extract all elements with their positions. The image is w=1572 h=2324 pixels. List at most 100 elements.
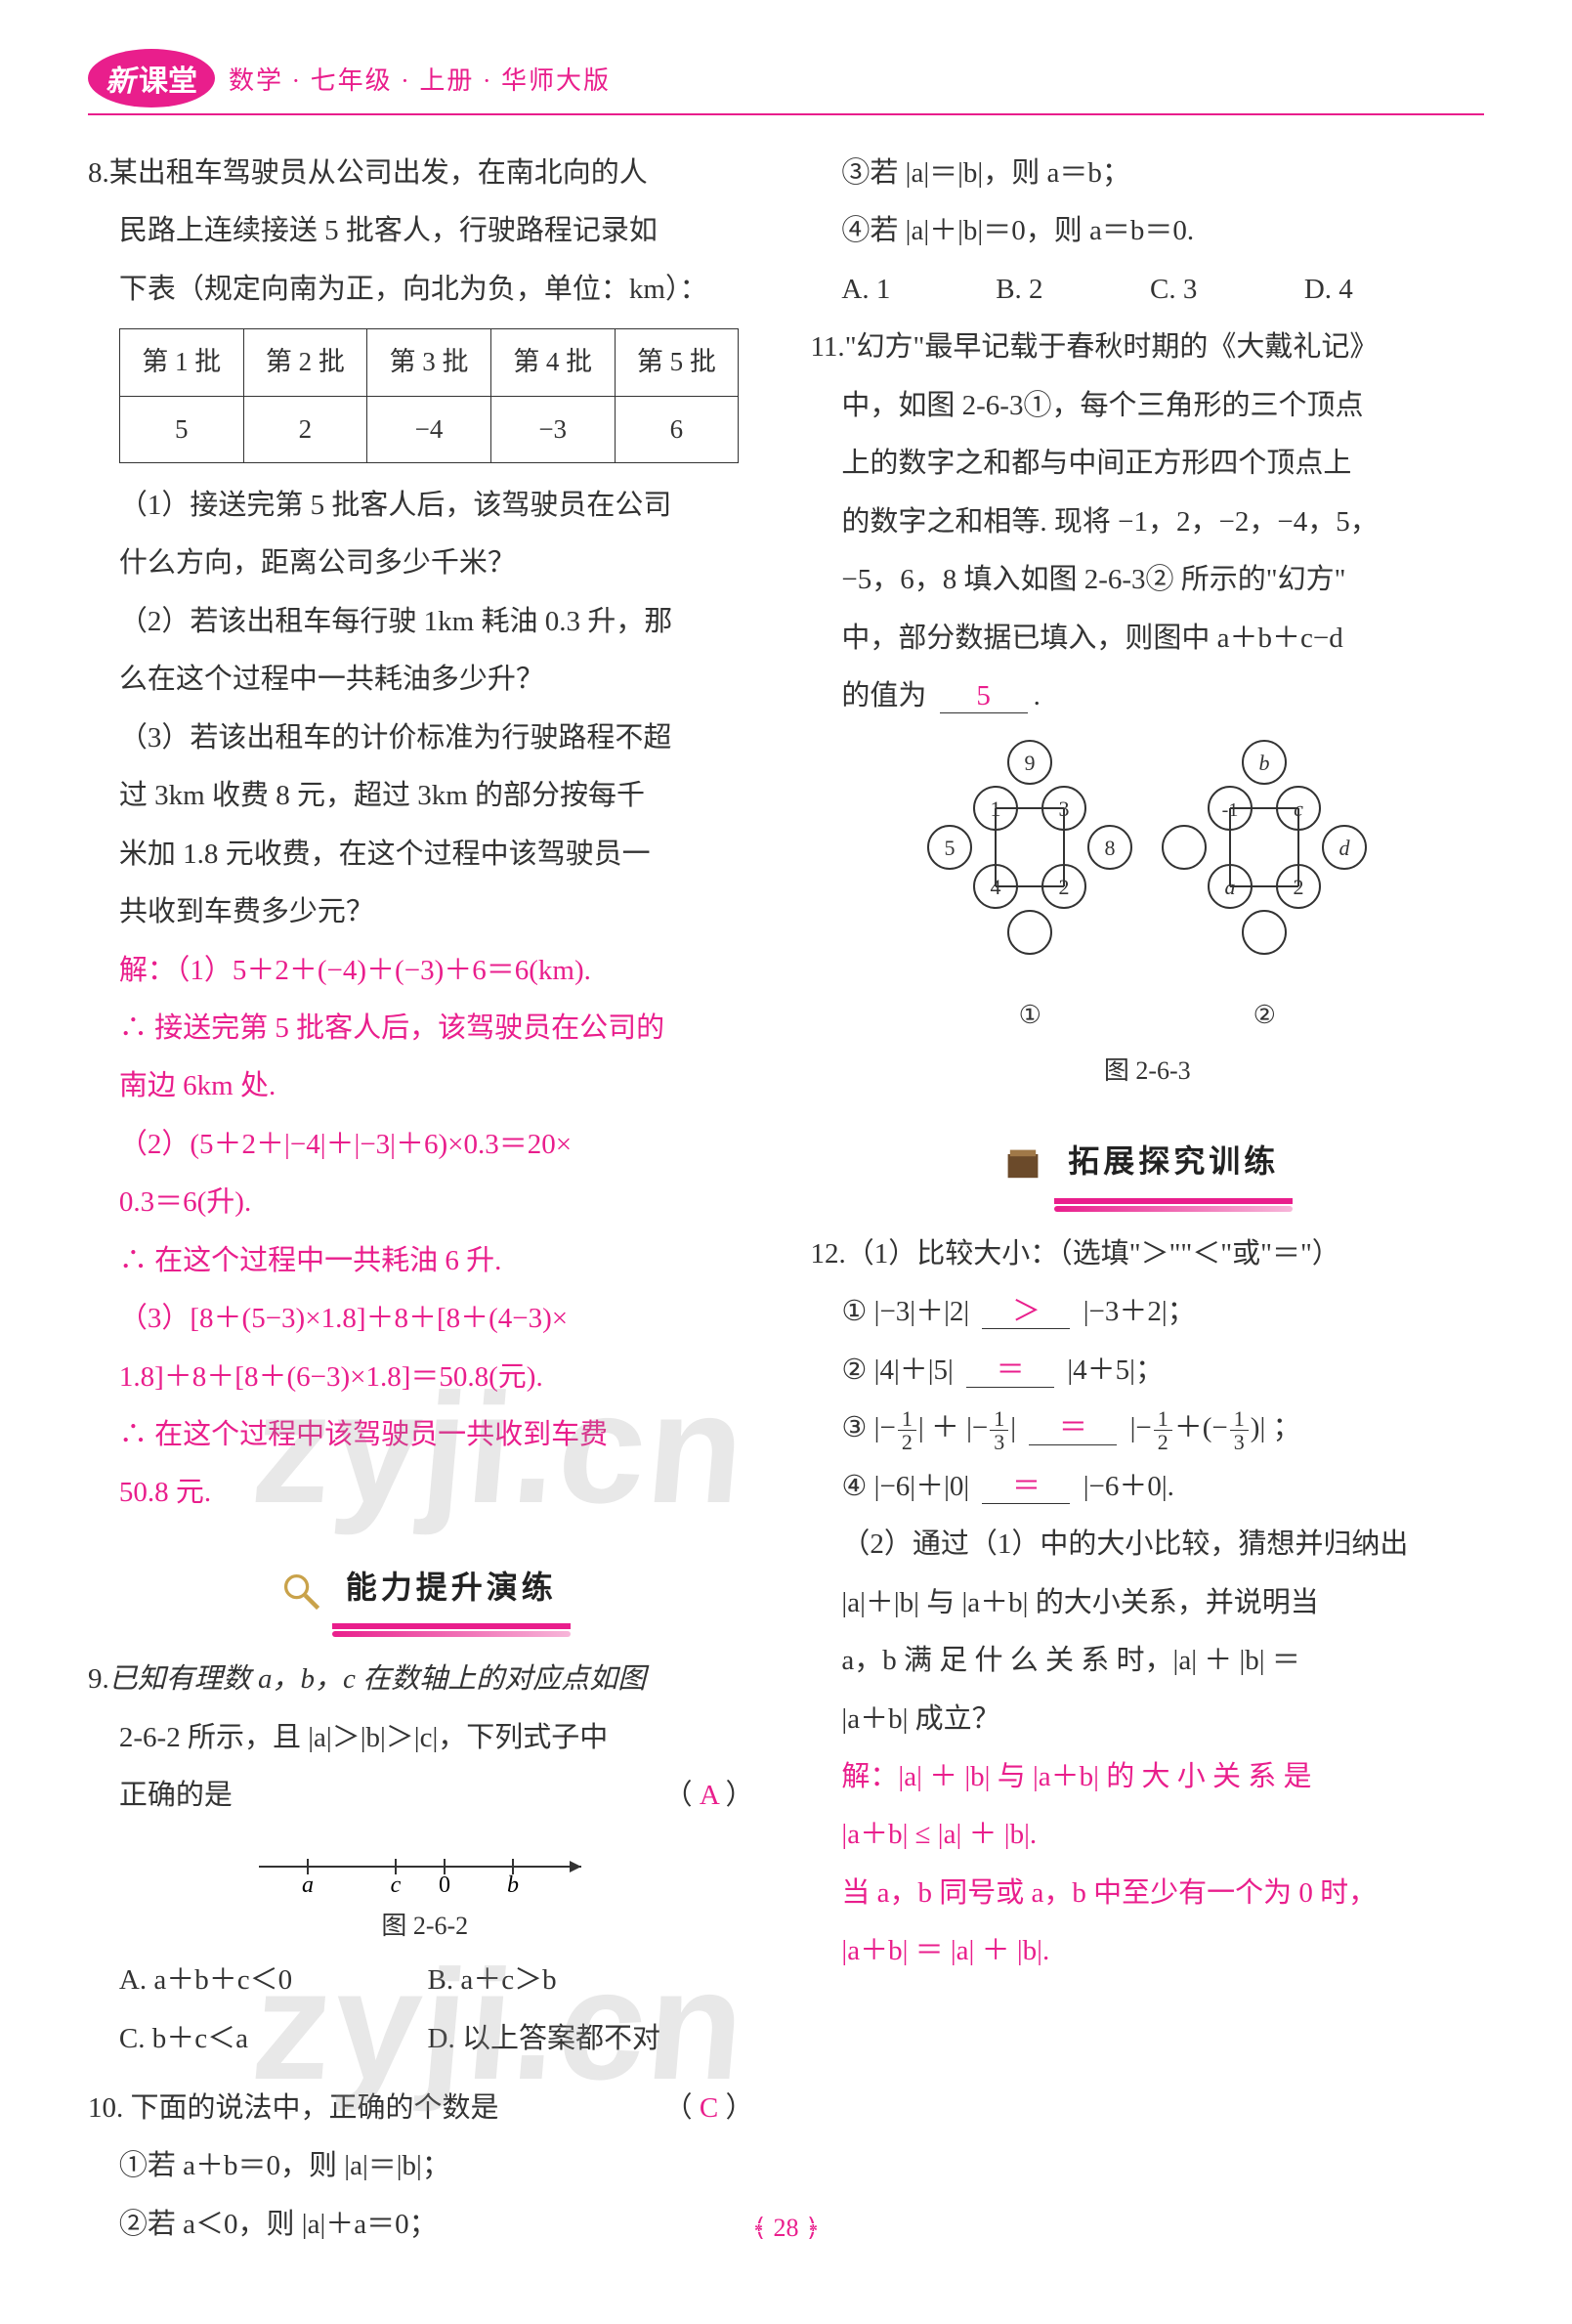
q9-numline: a c 0 b 图 2-6-2	[88, 1837, 762, 1952]
q8-stem-2: 民路上连续接送 5 批客人，行驶路程记录如	[88, 202, 762, 260]
q9-caption: 图 2-6-2	[88, 1900, 762, 1952]
q9-opt-b: B. a＋c＞b	[428, 1952, 737, 2009]
q8-stem-1: 某出租车驾驶员从公司出发，在南北向的人	[109, 157, 648, 189]
q12-c4-ans: ＝	[982, 1472, 1070, 1504]
q8-p1b: 什么方向，距离公司多少千米？	[88, 535, 762, 592]
badge-ketang: 课堂	[139, 57, 197, 100]
question-10: 10. 下面的说法中，正确的个数是 （ C ） ①若 a＋b＝0，则 |a|＝|…	[88, 2080, 762, 2254]
q10-options: A. 1 B. 2 C. 3 D. 4	[811, 261, 1485, 319]
section-ability: 能力提升演练	[88, 1552, 762, 1630]
q10-c1: ①若 a＋b＝0，则 |a|＝|b|；	[88, 2137, 762, 2195]
q12-sol3: 当 a，b 同号或 a，b 中至少有一个为 0 时，	[811, 1865, 1485, 1922]
q8-sol2c: ∴ 在这个过程中一共耗油 6 升.	[88, 1232, 762, 1290]
q10-answer-paren: （ C ）	[664, 2080, 754, 2137]
q11-label-2: ②	[1147, 989, 1381, 1041]
page-number: ﴾ 28 ﴿	[752, 2214, 820, 2243]
q11-s3: 上的数字之和都与中间正方形四个顶点上	[811, 435, 1485, 493]
numline-a: a	[302, 1872, 314, 1896]
q8-td-5: 6	[615, 396, 739, 462]
q8-th-2: 第 2 批	[243, 329, 367, 396]
question-11: 11."幻方"最早记载于春秋时期的《大戴礼记》 中，如图 2-6-3①，每个三角…	[811, 319, 1485, 1097]
q8-td-2: 2	[243, 396, 367, 462]
q11-answer: 5	[940, 681, 1028, 713]
q8-p2a: （2）若该出租车每行驶 1km 耗油 0.3 升，那	[88, 593, 762, 651]
q12-c1-l: ① |−3|＋|2|	[841, 1296, 976, 1327]
question-8: 8.某出租车驾驶员从公司出发，在南北向的人 民路上连续接送 5 批客人，行驶路程…	[88, 145, 762, 1523]
q9-answer: A	[700, 1780, 718, 1811]
q9-opt-c: C. b＋c＜a	[119, 2010, 428, 2068]
magic-square-2: b -1 c d a 2 ②	[1147, 735, 1381, 1041]
question-9: 9.已知有理数 a，b，c 在数轴上的对应点如图 2-6-2 所示，且 |a|＞…	[88, 1651, 762, 2067]
q8-p3a: （3）若该出租车的计价标准为行驶路程不超	[88, 710, 762, 767]
page-number-value: 28	[774, 2214, 799, 2242]
q8-p3b: 过 3km 收费 8 元，超过 3km 的部分按每千	[88, 767, 762, 825]
question-12: 12.（1）比较大小：（选填"＞""＜"或"＝"） ① |−3|＋|2| ＞ |…	[811, 1226, 1485, 1981]
q10-c3: ③若 |a|＝|b|，则 a＝b；	[811, 145, 1485, 202]
q9-answer-paren: （ A ）	[664, 1767, 754, 1825]
q8-sol3a: （3）[8＋(5−3)×1.8]＋8＋[8＋(4−3)×	[88, 1290, 762, 1348]
q12-c1-ans: ＞	[982, 1297, 1070, 1329]
q11-s7: 的值为	[841, 680, 933, 711]
q9-number: 9.	[88, 1663, 109, 1695]
q8-sol1a: 解：（1）5＋2＋(−4)＋(−3)＋6＝6(km).	[88, 942, 762, 1000]
q12-c2-r: |4＋5|；	[1067, 1355, 1164, 1386]
q12-p2b: |a|＋|b| 与 |a＋b| 的大小关系，并说明当	[811, 1574, 1485, 1632]
page-deco-left: ﴾	[752, 2214, 767, 2242]
magnifier-icon	[279, 1570, 322, 1613]
ms2-right: d	[1339, 836, 1351, 860]
q12-sol4: |a＋b| ＝ |a| ＋ |b|.	[811, 1922, 1485, 1980]
q12-c2-l: ② |4|＋|5|	[841, 1355, 960, 1386]
q12-c4-l: ④ |−6|＋|0|	[841, 1471, 976, 1502]
q8-p3c: 米加 1.8 元收费，在这个过程中该驾驶员一	[88, 826, 762, 883]
q8-sol1b: ∴ 接送完第 5 批客人后，该驾驶员在公司的	[88, 1000, 762, 1057]
q8-p2b: 么在这个过程中一共耗油多少升？	[88, 651, 762, 709]
q8-stem-3: 下表（规定向南为正，向北为负，单位：km）：	[88, 261, 762, 319]
q11-s1: "幻方"最早记载于春秋时期的《大戴礼记》	[845, 331, 1379, 363]
q10-c2: ②若 a＜0，则 |a|＋a＝0；	[88, 2196, 762, 2254]
q12-c3-r: ；	[1273, 1412, 1301, 1443]
q12-sol1: 解：|a| ＋ |b| 与 |a＋b| 的 大 小 关 系 是	[811, 1748, 1485, 1806]
q10-answer: C	[700, 2092, 718, 2124]
q12-p1-head: （1）比较大小：（选填"＞""＜"或"＝"）	[846, 1238, 1340, 1270]
q9-options: A. a＋b＋c＜0 B. a＋c＞b C. b＋c＜a D. 以上答案都不对	[88, 1952, 762, 2068]
magic-square-1: 9 1 3 5 8 4 2 ①	[913, 735, 1147, 1041]
q12-c1-r: |−3＋2|；	[1083, 1296, 1196, 1327]
q11-number: 11.	[811, 331, 845, 363]
q8-th-3: 第 3 批	[367, 329, 491, 396]
q8-th-4: 第 4 批	[490, 329, 615, 396]
numline-b: b	[507, 1872, 519, 1896]
right-column: ③若 |a|＝|b|，则 a＝b； ④若 |a|＋|b|＝0，则 a＝b＝0. …	[811, 145, 1485, 2265]
left-column: 8.某出租车驾驶员从公司出发，在南北向的人 民路上连续接送 5 批客人，行驶路程…	[88, 145, 762, 2265]
q8-sol1c: 南边 6km 处.	[88, 1057, 762, 1115]
q12-p2d: |a＋b| 成立？	[811, 1691, 1485, 1748]
q8-p1a: （1）接送完第 5 批客人后，该驾驶员在公司	[88, 477, 762, 535]
section-extend: 拓展探究训练	[811, 1126, 1485, 1204]
q8-sol2b: 0.3＝6(升).	[88, 1174, 762, 1231]
q11-figures: 9 1 3 5 8 4 2 ①	[811, 735, 1485, 1041]
section-ability-title: 能力提升演练	[332, 1552, 571, 1630]
q12-number: 12.	[811, 1238, 846, 1270]
ms1-right: 8	[1105, 836, 1116, 860]
q10-opt-a: A. 1	[841, 261, 996, 319]
q9-stem-1: 已知有理数 a，b，c 在数轴上的对应点如图	[109, 1663, 646, 1695]
section-extend-title: 拓展探究训练	[1054, 1126, 1293, 1204]
q12-p2a: （2）通过（1）中的大小比较，猜想并归纳出	[811, 1516, 1485, 1573]
q10-opt-d: D. 4	[1304, 261, 1459, 319]
q8-td-4: −3	[490, 396, 615, 462]
numline-0: 0	[439, 1872, 450, 1896]
q10-number: 10.	[88, 2092, 123, 2124]
q12-c3-ans: ＝	[1029, 1413, 1117, 1445]
q10-c4: ④若 |a|＋|b|＝0，则 a＝b＝0.	[811, 202, 1485, 260]
ms1-top: 9	[1025, 751, 1036, 775]
q9-stem-3: 正确的是	[119, 1780, 233, 1811]
q8-sol2a: （2）(5＋2＋|−4|＋|−3|＋6)×0.3＝20×	[88, 1116, 762, 1174]
q11-s2: 中，如图 2-6-3①，每个三角形的三个顶点	[811, 377, 1485, 435]
q8-number: 8.	[88, 157, 109, 189]
page-deco-right: ﴿	[805, 2214, 820, 2242]
badge-xin: 新	[106, 57, 135, 100]
q8-sol3b: 1.8]＋8＋[8＋(6−3)×1.8]＝50.8(元).	[88, 1349, 762, 1406]
q12-c3-prefix: ③	[841, 1412, 873, 1443]
q8-th-1: 第 1 批	[119, 329, 243, 396]
q9-opt-d: D. 以上答案都不对	[428, 2010, 737, 2068]
q12-c2-ans: ＝	[966, 1356, 1054, 1388]
